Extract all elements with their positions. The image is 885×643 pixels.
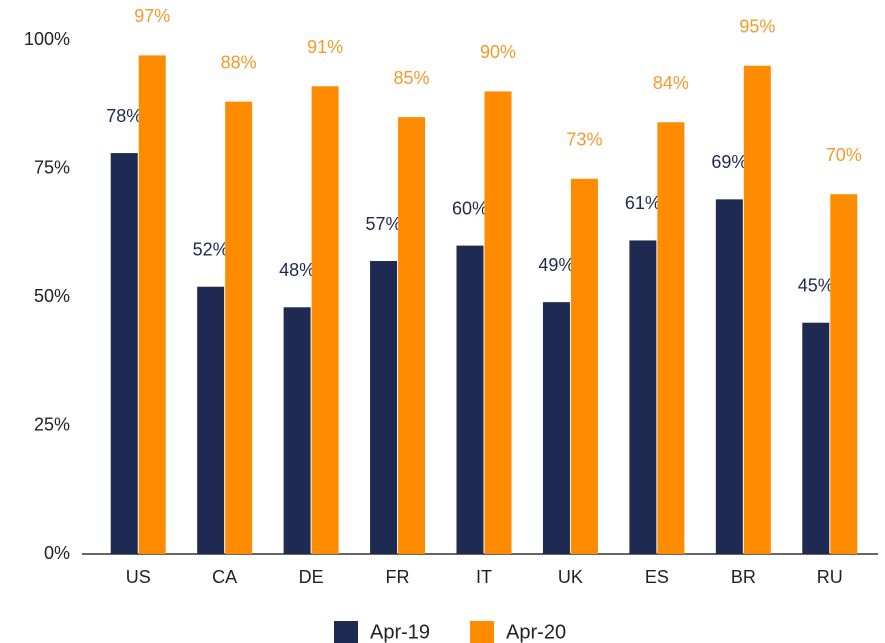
bar xyxy=(743,65,771,554)
bar xyxy=(802,322,830,554)
legend-swatch xyxy=(470,621,495,643)
value-label: 57% xyxy=(366,214,402,234)
x-tick-label: ES xyxy=(645,567,669,587)
value-label: 70% xyxy=(826,145,862,165)
bar xyxy=(283,307,311,554)
y-tick-label: 75% xyxy=(34,157,70,177)
legend-label: Apr-19 xyxy=(370,621,430,643)
legend-swatch xyxy=(334,621,358,643)
value-label: 48% xyxy=(279,260,315,280)
value-label: 91% xyxy=(307,37,343,57)
bar xyxy=(225,101,253,555)
value-label: 97% xyxy=(134,6,170,26)
value-label: 61% xyxy=(625,193,661,213)
bar xyxy=(542,302,570,554)
value-label: 90% xyxy=(480,42,516,62)
x-tick-label: CA xyxy=(212,567,237,587)
x-tick-label: DE xyxy=(299,567,324,587)
x-tick-label: RU xyxy=(817,567,843,587)
y-tick-label: 50% xyxy=(34,286,70,306)
value-label: 60% xyxy=(452,198,488,218)
x-tick-label: UK xyxy=(558,567,583,587)
legend-label: Apr-20 xyxy=(506,621,566,643)
bar xyxy=(570,178,598,554)
value-label: 95% xyxy=(739,16,775,36)
bar xyxy=(311,86,339,554)
x-tick-label: BR xyxy=(731,567,756,587)
y-tick-label: 25% xyxy=(34,414,70,434)
value-label: 78% xyxy=(106,106,142,126)
x-tick-label: IT xyxy=(476,567,492,587)
value-label: 88% xyxy=(221,52,257,72)
x-tick-label: FR xyxy=(386,567,410,587)
value-label: 73% xyxy=(566,130,602,150)
bar xyxy=(484,91,512,555)
bar xyxy=(398,117,426,554)
bar xyxy=(138,55,166,555)
bar xyxy=(715,199,743,554)
bar xyxy=(657,122,685,555)
value-label: 85% xyxy=(394,68,430,88)
bar xyxy=(456,245,484,554)
x-tick-label: US xyxy=(126,567,151,587)
y-tick-label: 100% xyxy=(24,29,70,49)
bar xyxy=(830,194,858,554)
value-label: 84% xyxy=(653,73,689,93)
value-label: 45% xyxy=(798,275,834,295)
value-label: 52% xyxy=(193,239,229,259)
y-tick-label: 0% xyxy=(44,543,70,563)
bar xyxy=(197,286,225,554)
bar xyxy=(110,153,138,554)
value-label: 69% xyxy=(711,152,747,172)
bar xyxy=(629,240,657,554)
value-label: 49% xyxy=(538,255,574,275)
bar xyxy=(370,261,398,554)
